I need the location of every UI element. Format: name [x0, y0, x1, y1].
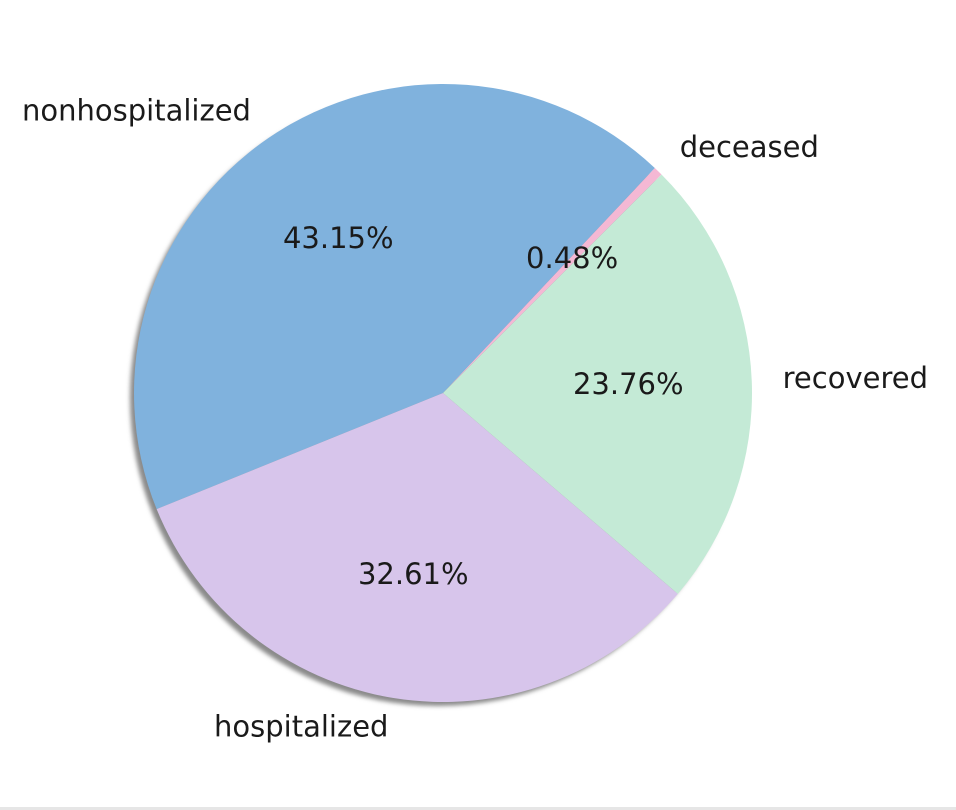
category-label-deceased: deceased	[680, 130, 819, 164]
pie-slice-hospitalized	[156, 393, 678, 703]
percentage-label-hospitalized: 32.61%	[358, 557, 469, 591]
percentage-label-deceased: 0.48%	[526, 241, 618, 275]
pie-slice-nonhospitalized	[133, 84, 655, 510]
percentage-labels: 0.48% 43.15% 32.61% 23.76%	[283, 221, 684, 591]
category-label-recovered: recovered	[783, 361, 928, 395]
category-label-nonhospitalized: nonhospitalized	[22, 94, 251, 128]
percentage-label-nonhospitalized: 43.15%	[283, 221, 394, 255]
category-label-hospitalized: hospitalized	[214, 709, 388, 743]
category-labels: deceased nonhospitalized hospitalized recov…	[22, 94, 928, 744]
percentage-label-recovered: 23.76%	[573, 367, 684, 401]
pie-slice-deceased	[443, 168, 662, 393]
pie-slices	[133, 84, 752, 703]
bottom-border	[0, 807, 956, 810]
pie-slice-recovered	[443, 174, 752, 594]
